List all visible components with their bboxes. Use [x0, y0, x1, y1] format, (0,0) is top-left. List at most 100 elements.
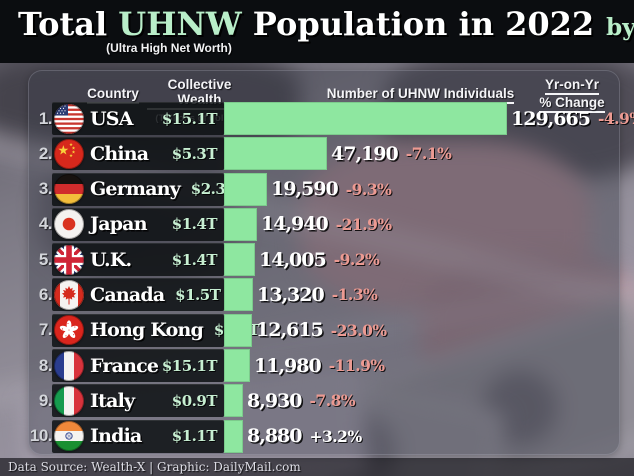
- cn-flag-icon: ★ ★ ★ ★ ★: [54, 138, 84, 169]
- jp-flag-icon: [54, 209, 84, 240]
- collective-wealth-value: $1.5T: [175, 285, 221, 304]
- rank-label: 9.: [38, 390, 53, 410]
- table-row: 9. Italy $0.9T 8,930 -7.8%: [28, 384, 620, 418]
- country-strip: India $1.1T: [52, 419, 224, 453]
- collective-wealth-value: $15.1T: [161, 356, 218, 375]
- country-strip: Canada $1.5T: [52, 278, 224, 312]
- individuals-count: 8,880: [247, 425, 302, 448]
- table-row: 1. USA $15.1T 129,665 -4.9%: [28, 102, 634, 135]
- individuals-count: 12,615: [256, 319, 324, 342]
- table-row: 10. India $1.1T 8,880 +3.2%: [28, 419, 620, 453]
- uhnw-bar: [224, 207, 257, 241]
- uhnw-bar: [224, 102, 507, 135]
- svg-text:★: ★: [72, 145, 76, 151]
- individuals-count: 14,005: [259, 248, 327, 271]
- table-row: 8. France $15.1T 11,980 -11.9%: [28, 349, 620, 383]
- country-strip: Hong Kong$1.3T: [52, 313, 260, 347]
- individuals-count: 19,590: [271, 178, 339, 201]
- country-strip: Germany $2.3T: [52, 172, 237, 206]
- fr-flag-icon: [54, 350, 84, 381]
- country-strip: ★ ★ ★ ★ ★ China $5.3T: [52, 137, 224, 171]
- uhnw-bar: [224, 278, 253, 312]
- rank-label: 5.: [38, 249, 53, 269]
- in-flag-icon: [54, 421, 84, 452]
- individuals-count: 14,940: [261, 213, 329, 236]
- country-name: Canada: [90, 283, 165, 306]
- uhnw-bar: [224, 419, 243, 453]
- rank-label: 4.: [38, 214, 53, 234]
- table-row: 4. Japan $1.4T 14,940 -21.9%: [28, 207, 620, 241]
- country-name: U.K.: [90, 248, 132, 271]
- title-part1: Total: [18, 5, 119, 43]
- collective-wealth-value: $1.4T: [171, 250, 218, 269]
- yoy-change: -9.3%: [345, 179, 392, 199]
- country-strip: U.K. $1.4T: [52, 243, 224, 277]
- country-name: India: [90, 425, 142, 448]
- gb-flag-icon: [54, 244, 84, 275]
- collective-wealth-value: $1.1T: [171, 427, 218, 446]
- table-row: 3. Germany $2.3T 19,590 -9.3%: [28, 172, 620, 206]
- individuals-count: 47,190: [331, 142, 399, 165]
- title-part2: Population in 2022: [241, 5, 595, 43]
- rank-label: 8.: [38, 355, 53, 375]
- svg-text:★: ★: [69, 153, 73, 159]
- uhnw-bar: [224, 349, 250, 383]
- page-title: Total UHNW Population in 2022 by Country: [18, 1, 634, 51]
- uhnw-bar: [224, 243, 255, 277]
- rank-label: 6.: [38, 284, 53, 304]
- collective-wealth-value: $15.1T: [161, 109, 218, 128]
- yoy-change: -7.8%: [309, 391, 356, 411]
- footer-band: Data Source: Wealth-X | Graphic: DailyMa…: [0, 458, 634, 476]
- uhnw-bar: [224, 313, 252, 347]
- country-strip: France $15.1T: [52, 349, 224, 383]
- it-flag-icon: [54, 385, 84, 416]
- rank-label: 10.: [29, 426, 53, 446]
- yoy-change: -4.9%: [597, 109, 634, 128]
- rank-label: 3.: [38, 179, 53, 199]
- uhnw-bar: [224, 137, 327, 171]
- column-header-change: Yr-on-Yr % Change: [526, 77, 618, 113]
- country-name: China: [90, 142, 149, 165]
- title-highlight-uhnw: UHNW: [118, 5, 242, 43]
- bar-chart-rows: 1. USA $15.1T 129,665 -4.9% 2.★★★★★ China $5.3T…: [28, 102, 634, 455]
- country-name: Japan: [90, 213, 148, 236]
- individuals-count: 13,320: [257, 283, 325, 306]
- table-row: 7.Hong Kong$1.3T12,615 -23.0%: [28, 313, 620, 347]
- country-strip: Italy $0.9T: [52, 384, 224, 418]
- chart-panel: Country Collective Wealth (Trillions of …: [28, 70, 634, 455]
- source-credit: Data Source: Wealth-X | Graphic: DailyMa…: [8, 460, 301, 474]
- de-flag-icon: [54, 174, 84, 205]
- svg-text:★: ★: [69, 142, 73, 148]
- yoy-change: -23.0%: [330, 320, 387, 340]
- collective-wealth-value: $0.9T: [171, 391, 218, 410]
- yoy-change: -1.3%: [331, 285, 378, 305]
- svg-text:★: ★: [58, 143, 70, 158]
- collective-wealth-value: $5.3T: [171, 144, 218, 163]
- uhnw-bar: [224, 172, 267, 206]
- uhnw-bar: [224, 384, 243, 418]
- table-row: 6. Canada $1.5T 13,320 -1.3%: [28, 278, 620, 312]
- yoy-change: -7.1%: [405, 144, 452, 164]
- country-name: Italy: [90, 389, 135, 412]
- country-name: Germany: [90, 178, 181, 201]
- yoy-change: -9.2%: [333, 250, 380, 270]
- table-row: 5. U.K. $1.4T 14,005 -9.2%: [28, 243, 620, 277]
- yoy-change: -11.9%: [328, 356, 385, 376]
- country-name: USA: [90, 107, 133, 130]
- title-by-country: by Country: [606, 14, 634, 41]
- individuals-count: 129,665: [511, 107, 591, 130]
- individuals-count: 8,930: [247, 389, 302, 412]
- collective-wealth-value: $1.4T: [171, 215, 218, 234]
- country-strip: Japan $1.4T: [52, 207, 224, 241]
- country-name: France: [90, 354, 159, 377]
- individuals-count: 11,980: [254, 354, 322, 377]
- country-strip: USA $15.1T: [52, 102, 224, 135]
- yoy-change: +3.2%: [309, 426, 363, 446]
- us-flag-icon: [54, 103, 84, 134]
- rank-label: 7.: [38, 320, 53, 340]
- ca-flag-icon: [54, 279, 84, 310]
- title-subtitle: (Ultra High Net Worth): [106, 41, 232, 55]
- hk-flag-icon: [54, 315, 84, 346]
